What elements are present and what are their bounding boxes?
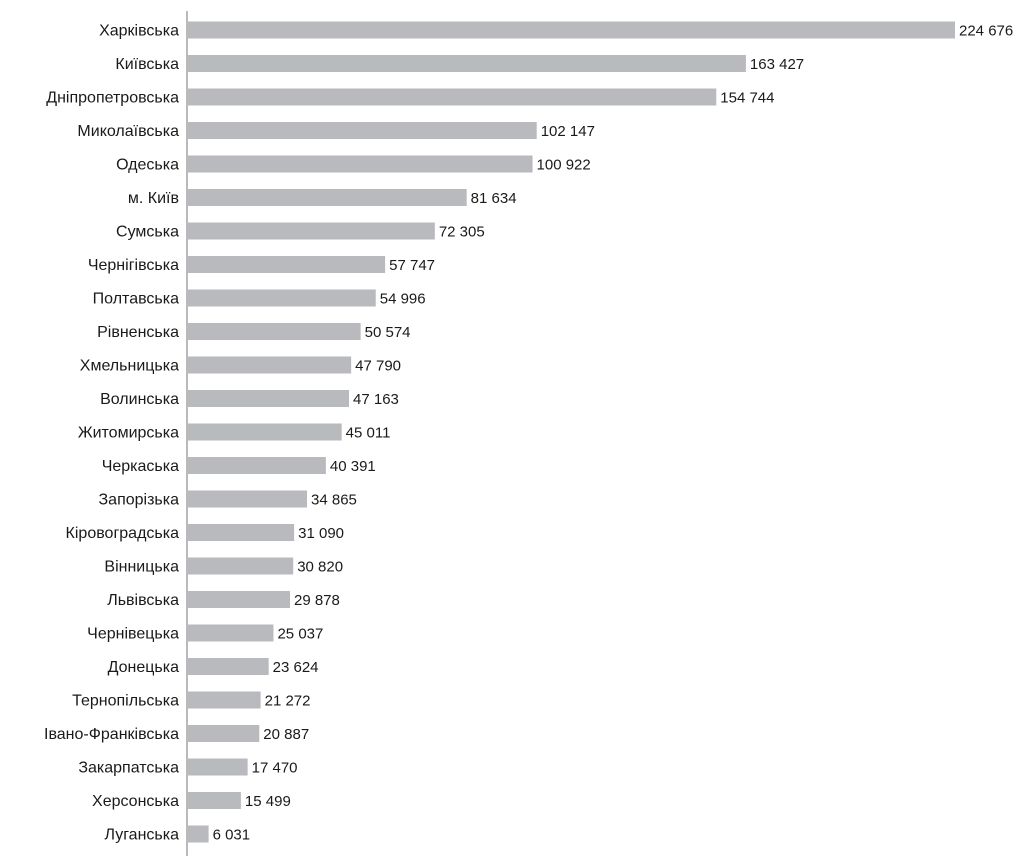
value-label: 100 922	[537, 157, 591, 174]
bar	[188, 691, 261, 709]
category-label: Львівська	[107, 592, 179, 609]
category-label: Кіровоградська	[66, 525, 180, 542]
value-label: 57 747	[389, 257, 435, 274]
value-label: 72 305	[439, 224, 485, 241]
value-labels: 224 676 163 427 154 744 102 147 100 922 81 63…	[213, 23, 1014, 844]
category-label: Тернопільська	[72, 693, 179, 710]
value-label: 47 790	[355, 358, 401, 375]
bar	[188, 189, 467, 206]
category-label: Полтавська	[93, 291, 179, 308]
bars-layer	[188, 21, 955, 843]
category-label: Харківська	[99, 23, 179, 40]
value-label: 45 011	[346, 425, 391, 442]
category-labels: Харківська Київська Дніпропетровська Микола…	[44, 23, 179, 844]
bar	[188, 323, 361, 340]
category-label: Дніпропетровська	[46, 90, 179, 107]
category-label: Київська	[115, 56, 179, 73]
bar	[188, 21, 955, 39]
category-label: Луганська	[105, 827, 180, 844]
bar	[188, 457, 326, 474]
bar	[188, 658, 269, 675]
category-label: Волинська	[100, 391, 179, 408]
value-label: 25 037	[277, 626, 323, 643]
bar	[188, 591, 290, 608]
bar	[188, 423, 342, 441]
bar	[188, 825, 209, 843]
category-label: Закарпатська	[78, 760, 179, 777]
category-label: Одеська	[116, 157, 179, 174]
category-label: Чернігівська	[88, 257, 179, 274]
category-label: Донецька	[108, 659, 180, 676]
value-label: 29 878	[294, 592, 340, 609]
value-label: 34 865	[311, 492, 357, 509]
value-label: 31 090	[298, 525, 344, 542]
category-label: Вінницька	[104, 559, 179, 576]
value-label: 81 634	[471, 190, 517, 207]
category-label: Запорізька	[99, 492, 180, 509]
category-label: Сумська	[116, 224, 179, 241]
value-label: 15 499	[245, 793, 291, 810]
category-label: Івано-Франківська	[44, 726, 179, 743]
value-label: 20 887	[263, 726, 309, 743]
value-label: 6 031	[213, 827, 251, 844]
bar	[188, 792, 241, 809]
bar	[188, 256, 386, 273]
bar	[188, 155, 533, 173]
bar	[188, 758, 248, 776]
value-label: 17 470	[252, 760, 298, 777]
bar	[188, 289, 376, 307]
bar	[188, 524, 295, 541]
bar	[188, 725, 260, 742]
value-label: 54 996	[380, 291, 426, 308]
value-label: 21 272	[265, 693, 311, 710]
category-label: Чернівецька	[87, 626, 179, 643]
category-label: Рівненська	[97, 324, 179, 341]
category-label: м. Київ	[128, 190, 179, 207]
bar	[188, 390, 350, 407]
bar	[188, 624, 274, 642]
category-label: Черкаська	[102, 458, 179, 475]
bar	[188, 122, 537, 139]
bar	[188, 55, 746, 72]
bar	[188, 356, 352, 374]
bar	[188, 490, 308, 508]
category-label: Хмельницька	[80, 358, 179, 375]
category-label: Херсонська	[92, 793, 179, 810]
bar	[188, 222, 435, 240]
bar	[188, 557, 294, 575]
value-label: 50 574	[365, 324, 411, 341]
value-label: 23 624	[273, 659, 319, 676]
category-label: Житомирська	[78, 425, 179, 442]
value-label: 163 427	[750, 56, 804, 73]
bar	[188, 88, 717, 106]
value-label: 40 391	[330, 458, 376, 475]
value-label: 224 676	[959, 23, 1013, 40]
value-label: 47 163	[353, 391, 399, 408]
value-label: 30 820	[297, 559, 343, 576]
value-label: 102 147	[541, 123, 595, 140]
category-label: Миколаївська	[77, 123, 179, 140]
value-label: 154 744	[720, 90, 774, 107]
